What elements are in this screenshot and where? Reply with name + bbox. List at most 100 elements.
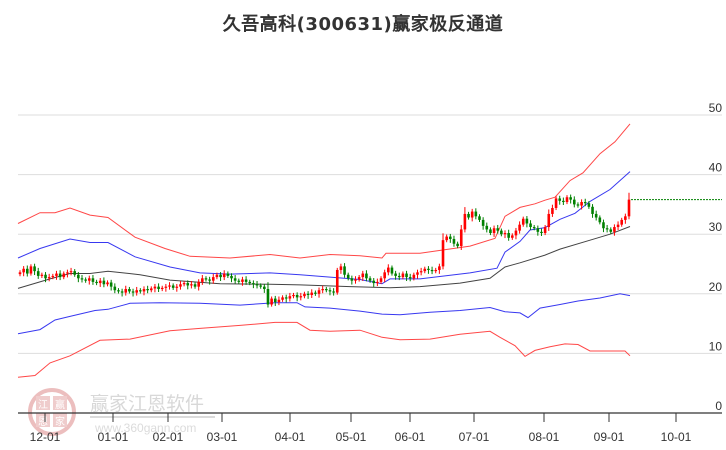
candle-down bbox=[598, 217, 602, 223]
lower-inner-band-line bbox=[17, 293, 631, 335]
candle-up bbox=[361, 273, 365, 278]
candle-down bbox=[328, 290, 332, 292]
candle-down bbox=[255, 284, 259, 286]
candle-up bbox=[292, 294, 295, 297]
candle-down bbox=[157, 286, 160, 290]
x-tick-label: 03-01 bbox=[207, 430, 238, 444]
candle-down bbox=[113, 286, 117, 291]
candle-down bbox=[478, 216, 481, 220]
candle-up bbox=[55, 273, 58, 276]
candle-down bbox=[25, 268, 29, 274]
candle-up bbox=[620, 219, 624, 225]
candle-down bbox=[73, 271, 77, 275]
candle-down bbox=[230, 275, 233, 279]
upper-inner-band-line bbox=[17, 171, 631, 285]
candle-up bbox=[613, 227, 616, 232]
candle-up bbox=[463, 213, 467, 230]
candle-up bbox=[627, 199, 631, 217]
chart-title: 久吾高科(300631)赢家极反通道 bbox=[222, 14, 504, 35]
candle-down bbox=[481, 219, 485, 226]
channel-bands bbox=[17, 123, 631, 378]
candle-up bbox=[419, 271, 423, 273]
svg-text:家: 家 bbox=[55, 415, 65, 428]
candle-down bbox=[91, 278, 95, 282]
candle-up bbox=[387, 267, 390, 273]
candle-down bbox=[343, 266, 346, 275]
candle-up bbox=[565, 197, 569, 203]
candle-down bbox=[529, 223, 532, 228]
candle-down bbox=[186, 283, 190, 286]
candle-down bbox=[248, 281, 252, 284]
candle-up bbox=[441, 240, 445, 267]
candle-up bbox=[317, 290, 321, 294]
watermark-brand: 赢家江恩软件 bbox=[90, 393, 204, 415]
candle-down bbox=[350, 278, 354, 281]
candle-up bbox=[383, 272, 386, 279]
candle-up bbox=[551, 207, 554, 214]
candle-down bbox=[430, 269, 434, 272]
candle-up bbox=[335, 269, 339, 293]
candle-up bbox=[438, 266, 441, 270]
candle-up bbox=[106, 282, 109, 285]
x-axis: 12-01 01-01 02-01 03-01 04-01 05-01 06-01 07-01… bbox=[18, 412, 722, 444]
x-tick-label: 01-01 bbox=[98, 430, 129, 444]
svg-text:江: 江 bbox=[38, 399, 48, 411]
candle-down bbox=[474, 211, 478, 217]
candle-up bbox=[182, 283, 186, 285]
candle-up bbox=[124, 289, 128, 293]
candle-down bbox=[58, 273, 62, 278]
y-tick-label: 40 bbox=[709, 161, 723, 175]
candle-up bbox=[18, 272, 22, 275]
candle-down bbox=[390, 267, 394, 274]
candle-down bbox=[587, 203, 591, 207]
candle-down bbox=[284, 297, 288, 299]
candle-down bbox=[295, 294, 299, 298]
x-tick-label: 05-01 bbox=[336, 430, 367, 444]
candle-up bbox=[518, 224, 521, 231]
candle-up bbox=[160, 287, 164, 290]
candle-down bbox=[266, 289, 270, 305]
candle-down bbox=[394, 273, 397, 276]
candle-up bbox=[40, 274, 44, 276]
candle-down bbox=[120, 291, 124, 293]
candle-up bbox=[379, 278, 383, 282]
candle-down bbox=[117, 290, 120, 292]
candle-up bbox=[514, 230, 518, 236]
candle-up bbox=[22, 268, 25, 273]
candle-down bbox=[558, 198, 562, 201]
candle-up bbox=[98, 280, 102, 284]
candle-down bbox=[263, 286, 266, 290]
y-tick-label: 30 bbox=[709, 220, 723, 234]
candle-down bbox=[33, 266, 36, 272]
candle-down bbox=[405, 273, 408, 278]
candle-up bbox=[190, 284, 193, 286]
candle-up bbox=[376, 281, 379, 284]
candle-up bbox=[412, 274, 416, 279]
candle-down bbox=[208, 279, 211, 281]
candle-down bbox=[219, 274, 222, 278]
svg-text:赢: 赢 bbox=[55, 398, 65, 411]
candle-up bbox=[179, 284, 182, 287]
candle-up bbox=[66, 272, 69, 274]
candle-down bbox=[368, 278, 372, 281]
candle-up bbox=[339, 266, 343, 270]
candle-down bbox=[536, 228, 540, 232]
candle-down bbox=[591, 206, 594, 214]
candle-down bbox=[562, 200, 565, 203]
candle-down bbox=[77, 274, 80, 279]
candle-down bbox=[237, 280, 241, 282]
candle-down bbox=[102, 280, 106, 285]
candle-down bbox=[496, 228, 500, 231]
candle-down bbox=[372, 280, 376, 284]
x-tick-label: 02-01 bbox=[153, 430, 184, 444]
candle-down bbox=[314, 292, 317, 294]
candle-up bbox=[423, 268, 427, 272]
candle-down bbox=[36, 271, 40, 276]
candle-up bbox=[521, 218, 525, 225]
candle-up bbox=[511, 235, 514, 238]
candle-up bbox=[416, 272, 419, 275]
middle-line-line bbox=[17, 226, 631, 289]
candle-down bbox=[128, 289, 131, 292]
candle-up bbox=[543, 227, 547, 234]
y-tick-label: 20 bbox=[709, 280, 723, 294]
